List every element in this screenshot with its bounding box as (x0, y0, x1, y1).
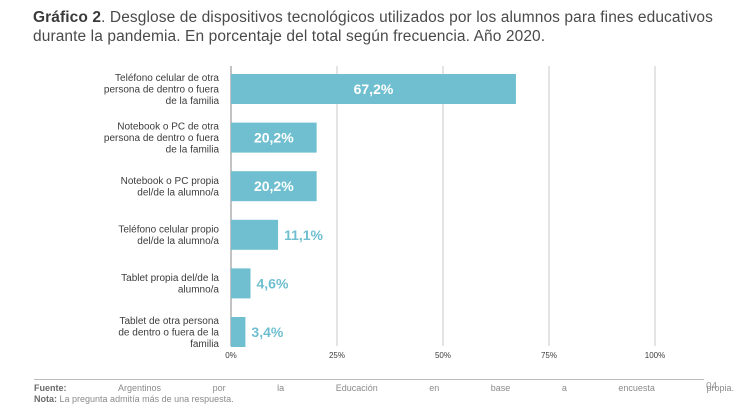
bar-chart: 0% 25% 50% 75% 100% 67,2% Teléfono celular de … (104, 66, 665, 360)
category-label-line: de dentro o fuera de la (118, 328, 219, 339)
note-line: Nota: La pregunta admitía más de una res… (34, 394, 734, 405)
category-label-line: de la familia (166, 96, 220, 107)
source-word: la (277, 383, 285, 393)
data-label: 11,1% (284, 227, 323, 243)
footer-divider (34, 379, 704, 380)
source-word: por (212, 383, 226, 393)
bar (231, 219, 279, 250)
chart-title-text: . Desglose de dispositivos tecnológicos … (33, 9, 714, 45)
x-tick-label: 75% (541, 351, 557, 360)
footer: Fuente: Argentinos por la Educación en base a e… (34, 383, 734, 405)
category-label-line: Notebook o PC propia (121, 176, 220, 187)
category-label-line: familia (190, 339, 219, 350)
category-label-line: del/de la alumno/a (137, 187, 219, 198)
category-label: Tablet de otra persona de dentro o fuera … (118, 316, 219, 350)
category-label-line: Tablet propia del/de la (121, 273, 219, 284)
category-label: Teléfono celular de otra persona de dentr… (104, 73, 220, 107)
category-label-line: del/de la alumno/a (137, 236, 219, 247)
category-label-line: Notebook o PC de otra (117, 122, 219, 133)
note-label: Nota: (34, 394, 57, 404)
data-label: 4,6% (257, 275, 289, 291)
category-label-line: persona de dentro o fuera (104, 133, 220, 144)
x-tick-label: 25% (329, 351, 345, 360)
bar (231, 171, 317, 202)
category-label: Notebook o PC propia del/de la alumno/a (121, 176, 220, 199)
source-line: Fuente: Argentinos por la Educación en base a e… (34, 383, 734, 394)
x-tick-label: 100% (645, 351, 665, 360)
data-label: 67,2% (354, 81, 394, 97)
bar (231, 268, 251, 299)
data-label: 20,2% (254, 178, 294, 194)
category-label-line: de la familia (166, 145, 220, 156)
category-label-line: persona de dentro o fuera (104, 85, 220, 96)
category-label-line: alumno/a (178, 285, 220, 296)
category-label: Tablet propia del/de la alumno/a (121, 273, 219, 296)
chart-title: Gráfico 2. Desglose de dispositivos tecn… (33, 8, 723, 46)
bar (231, 122, 317, 153)
source-word: base (490, 383, 511, 393)
note-text: La pregunta admitía más de una respuesta… (59, 394, 234, 404)
category-label: Notebook o PC de otra persona de dentro o… (104, 122, 220, 156)
data-label: 3,4% (251, 324, 283, 340)
source-word: Educación (335, 383, 378, 393)
category-label-line: Teléfono celular de otra (115, 73, 219, 84)
source-word: encuesta (618, 383, 655, 393)
source-word: Argentinos (118, 383, 162, 393)
source-label: Fuente: (34, 383, 67, 393)
source-word: a (561, 383, 567, 393)
source-word: propia. (706, 383, 734, 393)
chart-title-prefix: Gráfico 2 (33, 9, 102, 26)
bar (231, 74, 516, 104)
category-label: Teléfono celular propio del/de la alumno/… (118, 225, 219, 248)
page-number: 04 (706, 381, 718, 392)
category-label-line: Teléfono celular propio (118, 225, 219, 236)
source-word: en (429, 383, 440, 393)
x-tick-label: 50% (435, 351, 451, 360)
category-label-line: Tablet de otra persona (119, 316, 219, 327)
x-tick-label: 0% (225, 351, 237, 360)
bar (231, 317, 246, 347)
data-label: 20,2% (254, 130, 294, 146)
